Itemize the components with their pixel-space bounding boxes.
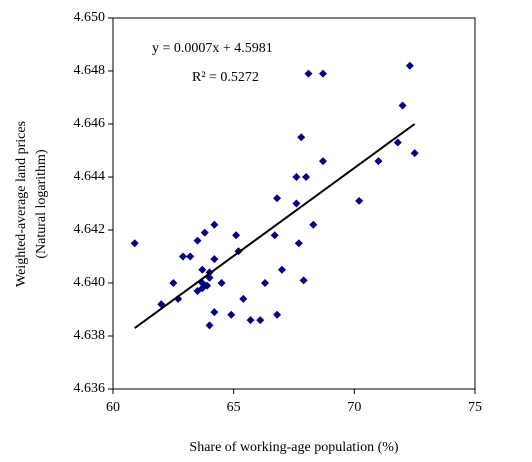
data-point <box>393 138 402 147</box>
data-point <box>178 252 187 261</box>
data-point <box>405 61 414 70</box>
data-point <box>292 199 301 208</box>
x-tick-label: 75 <box>468 400 482 415</box>
data-point <box>304 69 313 78</box>
data-point <box>232 231 241 240</box>
trendline <box>134 123 416 329</box>
data-point <box>210 255 219 264</box>
y-axis-label: (Natural logarithm) <box>34 149 49 259</box>
x-tick-label: 70 <box>347 400 361 415</box>
data-point <box>169 279 178 287</box>
data-point <box>205 321 214 330</box>
data-point <box>239 294 248 303</box>
data-point <box>398 101 407 110</box>
data-point <box>318 69 327 78</box>
y-tick-label: 4.650 <box>74 10 106 25</box>
y-tick-label: 4.642 <box>74 222 106 237</box>
data-point <box>256 316 265 325</box>
data-point <box>297 133 306 142</box>
data-point <box>302 173 311 181</box>
y-tick-label: 4.644 <box>74 169 106 184</box>
r-squared: R² = 0.5272 <box>192 70 259 85</box>
data-point <box>270 231 279 240</box>
data-point <box>374 157 383 166</box>
data-point <box>294 239 303 248</box>
y-tick-label: 4.640 <box>74 275 106 290</box>
data-point <box>318 157 327 166</box>
y-tick-label: 4.646 <box>74 116 106 131</box>
data-point <box>309 220 318 229</box>
data-point <box>210 308 219 317</box>
plot-frame <box>112 17 476 390</box>
x-tick-label: 65 <box>227 400 241 415</box>
data-point <box>273 194 282 203</box>
y-tick-label: 4.638 <box>74 328 106 343</box>
data-point <box>292 173 301 181</box>
data-point <box>299 276 308 285</box>
data-point <box>355 196 364 205</box>
data-point <box>410 149 419 158</box>
data-point <box>227 310 236 319</box>
data-point <box>210 220 219 229</box>
data-point <box>200 228 209 237</box>
data-point <box>217 279 226 287</box>
data-point <box>277 265 286 274</box>
equation: y = 0.0007x + 4.5981 <box>152 41 273 56</box>
data-point <box>273 310 282 319</box>
data-point <box>186 252 195 261</box>
data-point <box>193 236 202 245</box>
y-tick-label: 4.636 <box>74 381 106 396</box>
data-point <box>246 316 255 325</box>
data-point <box>261 279 270 287</box>
y-axis-label: Weighted-average land prices <box>14 121 29 287</box>
x-axis-label: Share of working-age population (%) <box>189 440 398 455</box>
y-tick-label: 4.648 <box>74 63 106 78</box>
data-point <box>198 265 207 274</box>
x-tick-label: 60 <box>106 400 120 415</box>
data-point <box>130 239 139 248</box>
